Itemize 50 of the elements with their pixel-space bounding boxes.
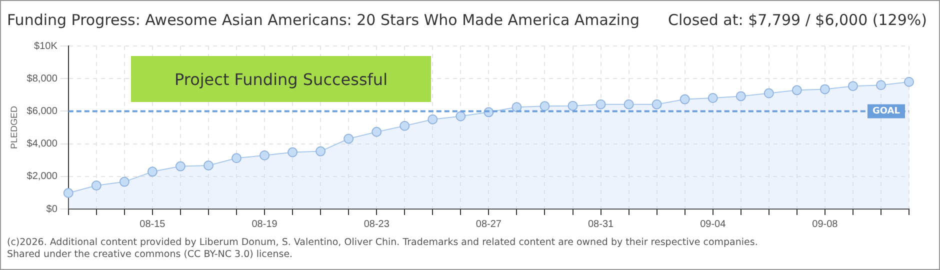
point <box>260 150 270 160</box>
text: Shared under the creative commons (CC BY-NC 3.0) license. <box>7 249 294 261</box>
y-tick-label: $8,000 <box>26 73 58 84</box>
point <box>736 91 746 102</box>
x-tick-label: 08-27 <box>476 218 502 230</box>
point <box>680 94 690 104</box>
point <box>147 166 158 177</box>
point <box>596 99 606 110</box>
y-tick-label: $10K <box>34 40 58 52</box>
y-tick-label: $4,000 <box>26 138 58 150</box>
x-tick-label: 08-31 <box>588 218 614 230</box>
point <box>456 111 466 122</box>
point <box>512 102 522 112</box>
point <box>848 81 858 92</box>
chart-subtitle: Closed at: $7,799 / $6,000 (129%) <box>668 11 927 29</box>
x-tick-label: 08-23 <box>364 218 390 230</box>
x-tick-label: 09-04 <box>700 218 726 230</box>
point <box>119 176 130 187</box>
y-tick-label: $0 <box>46 204 58 215</box>
x-tick-label: 08-19 <box>252 218 278 230</box>
point <box>904 76 914 87</box>
point <box>876 80 886 90</box>
point <box>652 99 662 110</box>
x-tick-label: 08-15 <box>140 218 166 230</box>
point <box>568 100 578 111</box>
point <box>372 126 382 137</box>
point <box>792 85 802 96</box>
point <box>203 160 214 170</box>
point <box>175 161 186 172</box>
point <box>91 180 102 191</box>
point <box>624 99 634 110</box>
point <box>232 153 242 164</box>
point <box>764 88 774 98</box>
point <box>288 147 298 158</box>
x-tick-label: 09-08 <box>812 218 838 230</box>
success-banner: Project Funding Successful <box>131 56 431 102</box>
point <box>708 92 718 103</box>
point <box>316 146 326 156</box>
point <box>344 134 354 144</box>
y-axis-title: PLEDGED <box>8 105 19 150</box>
text: (c)2026. Additional content provided by Liberum Donum, S. Valentino, Oliver Chin. Trademarks and related content are owned by their respective companies. <box>7 237 758 249</box>
point <box>820 84 830 94</box>
chart-title: Funding Progress: Awesome Asian Americans: 20 Stars Who Made America Amazing <box>7 11 640 29</box>
point <box>63 188 74 198</box>
y-tick-label: $6,000 <box>26 106 58 117</box>
point <box>540 101 550 112</box>
y-tick-label: $2,000 <box>26 171 58 182</box>
point <box>400 120 410 131</box>
ref-line-label: GOAL <box>872 106 900 117</box>
point <box>428 114 438 124</box>
